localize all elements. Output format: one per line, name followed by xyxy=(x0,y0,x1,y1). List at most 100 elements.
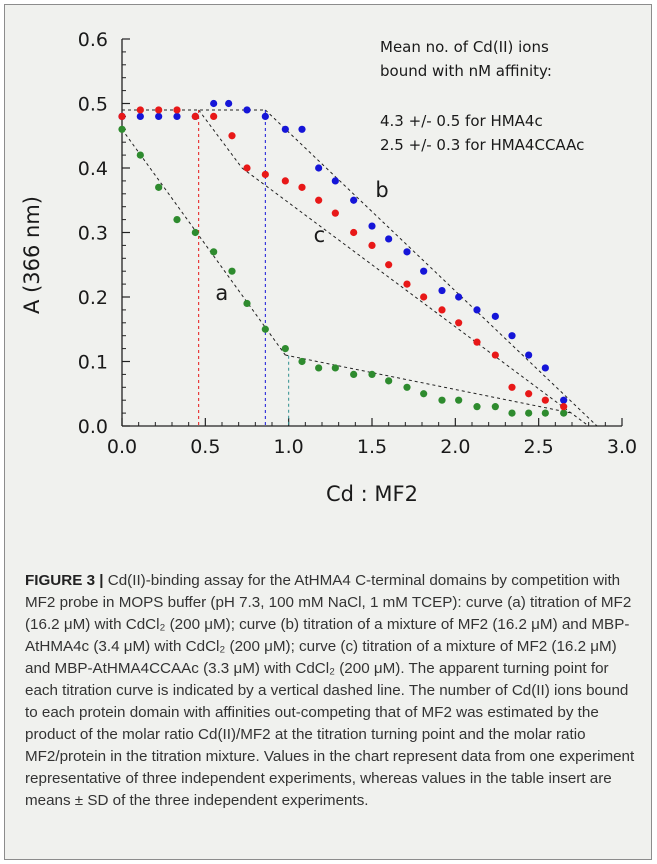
data-point-c xyxy=(136,106,144,114)
data-point-a xyxy=(368,370,376,378)
data-point-c xyxy=(315,196,323,204)
data-point-c xyxy=(331,209,339,217)
data-point-a xyxy=(298,357,306,366)
y-tick-label: 0.5 xyxy=(78,94,108,116)
data-point-b xyxy=(385,235,393,243)
data-point-a xyxy=(491,403,499,411)
data-point-a xyxy=(385,377,393,385)
data-point-c xyxy=(455,319,463,327)
data-point-c xyxy=(368,241,376,249)
data-point-c xyxy=(281,177,289,185)
data-point-a xyxy=(191,228,199,237)
data-point-b xyxy=(155,112,163,120)
data-point-b xyxy=(173,112,181,120)
data-point-b xyxy=(298,125,306,133)
data-point-b xyxy=(403,248,411,256)
data-point-b xyxy=(508,332,516,340)
data-point-a xyxy=(173,216,181,224)
fit-line-c xyxy=(241,167,589,427)
data-point-b xyxy=(473,306,481,314)
data-point-c xyxy=(118,112,126,120)
fit-line-a xyxy=(121,129,286,356)
data-point-b xyxy=(491,312,499,320)
fit-line-a xyxy=(285,354,573,414)
y-tick-label: 0.1 xyxy=(78,352,108,374)
data-point-c xyxy=(210,112,218,120)
data-point-b xyxy=(315,164,323,172)
x-tick-label: 1.5 xyxy=(357,436,387,458)
data-point-a xyxy=(473,403,481,411)
data-point-c xyxy=(438,306,446,314)
x-tick-label: 1.0 xyxy=(274,436,304,458)
data-point-c xyxy=(191,112,199,120)
y-axis-label: A (366 nm) xyxy=(20,196,44,314)
data-point-c xyxy=(385,261,393,269)
fit-lines xyxy=(121,109,598,427)
data-point-a xyxy=(118,125,126,133)
caption-text: Cd(II)-binding assay for the AtHMA4 C-te… xyxy=(25,572,635,809)
data-point-b xyxy=(243,106,251,114)
y-tick-label: 0.2 xyxy=(78,287,108,309)
data-point-a xyxy=(455,396,463,404)
data-point-c xyxy=(403,280,411,288)
data-point-a xyxy=(420,390,428,398)
x-tick-label: 0.5 xyxy=(190,436,220,458)
series-labels: a b c xyxy=(215,178,388,305)
data-point-a xyxy=(281,345,289,353)
chart-svg: 0.0 0.5 1.0 1.5 2.0 2.5 3.0 0.0 0.1 0.2 0.3 0.4 0.5 0… xyxy=(20,29,637,506)
annotation-line: 2.5 +/- 0.3 for HMA4CCAAc xyxy=(380,136,584,154)
x-tick-label: 3.0 xyxy=(607,436,637,458)
data-point-c xyxy=(228,132,236,140)
data-point-b xyxy=(368,222,376,230)
data-point-b xyxy=(541,364,549,372)
annotation-line: Mean no. of Cd(II) ions xyxy=(380,38,549,56)
chart: 0.0 0.5 1.0 1.5 2.0 2.5 3.0 0.0 0.1 0.2 0.3 0.4 0.5 0… xyxy=(5,5,653,525)
x-tick-label: 2.0 xyxy=(440,436,470,458)
annotation-line: 4.3 +/- 0.5 for HMA4c xyxy=(380,112,543,130)
data-point-c xyxy=(525,390,533,398)
series-label-a: a xyxy=(215,281,228,305)
data-point-c xyxy=(261,170,269,179)
data-point-b xyxy=(210,99,218,108)
data-point-a xyxy=(525,409,533,417)
data-point-c xyxy=(298,183,306,191)
x-axis-label: Cd : MF2 xyxy=(326,482,418,506)
turning-point-lines xyxy=(198,109,290,426)
data-point-c xyxy=(560,403,568,411)
data-point-a xyxy=(228,267,236,275)
data-point-b xyxy=(420,267,428,275)
figure-caption: FIGURE 3 | Cd(II)-binding assay for the … xyxy=(25,570,637,812)
data-point-c xyxy=(420,293,428,301)
data-point-a xyxy=(508,409,516,417)
data-point-c xyxy=(173,106,181,114)
data-point-c xyxy=(491,351,499,359)
data-points xyxy=(118,99,568,417)
axes: 0.0 0.5 1.0 1.5 2.0 2.5 3.0 0.0 0.1 0.2 0.3 0.4 0.5 0… xyxy=(78,29,637,458)
data-point-a xyxy=(136,151,144,159)
data-point-a xyxy=(438,396,446,404)
y-tick-label: 0.0 xyxy=(78,416,108,438)
data-point-b xyxy=(350,196,358,204)
x-tick-label: 0.0 xyxy=(107,436,137,458)
data-point-b xyxy=(225,99,233,108)
data-point-a xyxy=(541,409,549,417)
data-point-b xyxy=(525,351,533,359)
fit-line-c xyxy=(198,109,243,169)
y-tick-label: 0.4 xyxy=(78,158,108,180)
series-label-c: c xyxy=(314,223,326,247)
data-point-a xyxy=(261,325,269,333)
figure-panel: 0.0 0.5 1.0 1.5 2.0 2.5 3.0 0.0 0.1 0.2 0.3 0.4 0.5 0… xyxy=(4,4,652,860)
data-point-c xyxy=(155,106,163,114)
data-point-a xyxy=(315,364,323,372)
data-point-a xyxy=(243,299,251,308)
data-point-a xyxy=(403,383,411,391)
data-point-b xyxy=(261,112,269,120)
data-point-a xyxy=(560,409,568,417)
y-tick-label: 0.6 xyxy=(78,29,108,51)
data-point-c xyxy=(350,228,358,237)
data-point-a xyxy=(331,364,339,372)
annotation-line: bound with nM affinity: xyxy=(380,62,552,80)
data-point-c xyxy=(473,338,481,346)
data-point-b xyxy=(455,293,463,301)
data-point-b xyxy=(331,177,339,185)
